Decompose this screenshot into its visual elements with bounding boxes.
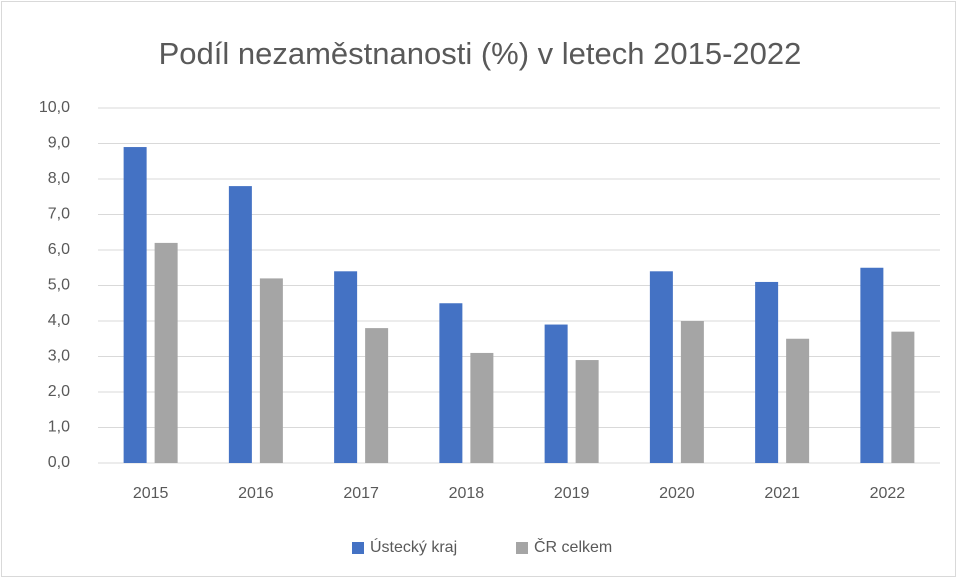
y-tick-label: 9,0 [48, 135, 70, 152]
y-tick-label: 4,0 [48, 312, 70, 329]
bar [365, 328, 389, 463]
legend-label: Ústecký kraj [370, 537, 457, 556]
bar [544, 324, 568, 463]
y-tick-label: 5,0 [48, 277, 70, 294]
y-tick-label: 1,0 [48, 419, 70, 436]
y-tick-label: 7,0 [48, 206, 70, 223]
bar [439, 303, 463, 463]
chart-title: Podíl nezaměstnanosti (%) v letech 2015-… [159, 36, 802, 71]
y-tick-label: 3,0 [48, 348, 70, 365]
x-tick-label: 2021 [764, 485, 800, 502]
x-tick-label: 2020 [659, 485, 695, 502]
y-tick-label: 6,0 [48, 241, 70, 258]
y-tick-label: 0,0 [48, 454, 70, 471]
bar [755, 281, 779, 463]
bar [470, 352, 494, 463]
bar [680, 321, 704, 463]
x-tick-label: 2016 [238, 485, 274, 502]
bar [228, 186, 252, 463]
bar [891, 331, 915, 463]
legend-label: ČR celkem [534, 537, 612, 556]
x-tick-label: 2018 [449, 485, 485, 502]
bar [575, 360, 599, 463]
bar [259, 278, 283, 463]
x-tick-label: 2019 [554, 485, 590, 502]
bar [786, 338, 810, 463]
bar [154, 242, 178, 463]
x-tick-label: 2022 [870, 485, 906, 502]
x-tick-label: 2017 [343, 485, 379, 502]
bar [649, 271, 673, 463]
bar [123, 147, 147, 464]
legend-swatch [352, 542, 364, 554]
y-tick-label: 10,0 [39, 99, 70, 116]
x-tick-label: 2015 [133, 485, 169, 502]
bar [860, 267, 884, 463]
legend-swatch [516, 542, 528, 554]
y-tick-label: 2,0 [48, 383, 70, 400]
y-tick-label: 8,0 [48, 170, 70, 187]
bar [334, 271, 358, 463]
